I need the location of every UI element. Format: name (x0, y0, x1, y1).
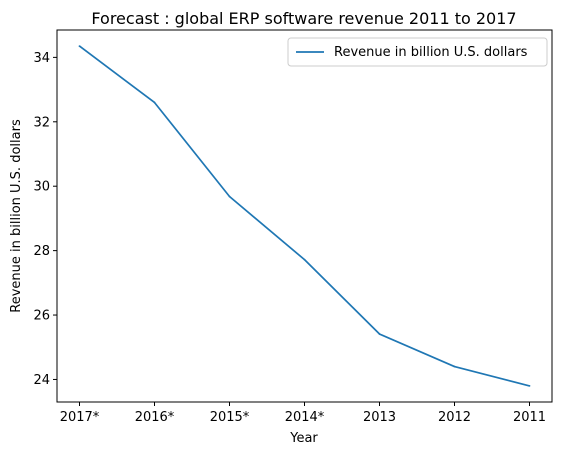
y-tick-label: 24 (33, 373, 50, 388)
series-points (78, 45, 531, 387)
y-tick-label: 30 (33, 180, 50, 195)
data-point (528, 384, 531, 387)
legend-label-revenue: Revenue in billion U.S. dollars (334, 45, 528, 60)
x-tick-label: 2016* (135, 410, 175, 425)
y-tick-label: 32 (33, 115, 50, 130)
x-tick-label: 2015* (210, 410, 250, 425)
chart-title: Forecast : global ERP software revenue 2… (91, 9, 516, 28)
y-tick-label: 34 (33, 51, 50, 66)
data-point (228, 195, 231, 198)
x-axis-label: Year (289, 431, 318, 446)
data-point (78, 45, 81, 48)
legend-box (287, 37, 548, 67)
data-point (453, 365, 456, 368)
legend: Revenue in billion U.S. dollars (287, 37, 548, 67)
y-axis-label: Revenue in billion U.S. dollars (9, 119, 24, 313)
y-axis-ticks: 24 26 28 30 32 34 (33, 51, 57, 388)
x-axis-ticks: 2017* 2016* 2015* 2014* 2013 2012 2011 (60, 402, 546, 425)
data-point (378, 333, 381, 335)
plot-frame (56, 29, 553, 403)
x-tick-label: 2014* (285, 410, 325, 425)
x-tick-label: 2013 (363, 410, 396, 425)
x-tick-label: 2017* (60, 410, 100, 425)
x-tick-label: 2011 (513, 410, 546, 425)
y-tick-label: 26 (33, 309, 50, 324)
y-tick-label: 28 (33, 244, 50, 259)
data-point (303, 258, 306, 261)
x-tick-label: 2012 (438, 410, 471, 425)
data-point (153, 101, 156, 104)
